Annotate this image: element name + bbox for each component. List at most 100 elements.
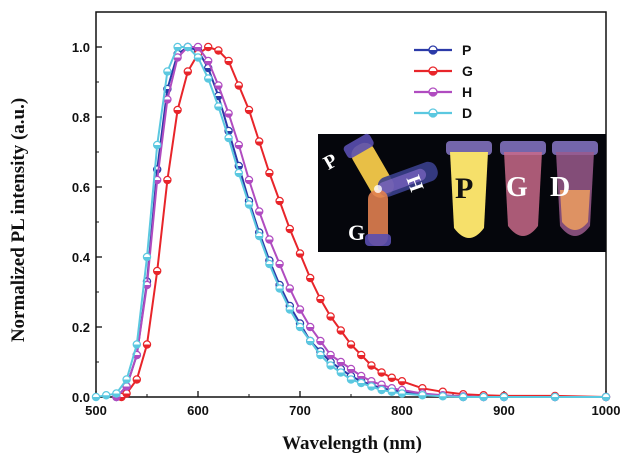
data-point-fill-d <box>225 138 233 142</box>
data-point-fill-h <box>163 99 171 104</box>
data-point-fill-g <box>123 393 131 398</box>
data-point-fill-d <box>102 395 110 399</box>
data-point-fill-d <box>255 236 263 240</box>
data-point-fill-d <box>194 57 202 62</box>
data-point-fill-d <box>378 390 386 394</box>
legend-label: G <box>462 63 473 79</box>
data-point-fill-h <box>245 180 253 184</box>
inset-right-cluster: P G D <box>446 141 598 238</box>
inset-label-d-right: D <box>550 172 570 203</box>
data-point-fill-g <box>265 173 273 177</box>
y-tick-label: 0.4 <box>72 250 91 265</box>
data-point-fill-d <box>357 383 365 387</box>
x-tick-label: 700 <box>289 403 311 418</box>
data-point-fill-h <box>327 355 335 359</box>
data-point-fill-h <box>276 264 284 268</box>
data-point-fill-h <box>143 285 151 289</box>
inset-label-p-right: P <box>455 172 473 205</box>
data-point-fill-d <box>112 393 120 398</box>
data-point-fill-d <box>184 47 192 51</box>
legend-item-h: H <box>414 84 472 100</box>
x-tick-label: 500 <box>85 403 107 418</box>
data-point-fill-h <box>214 85 222 90</box>
x-tick-label: 800 <box>391 403 413 418</box>
data-point-fill-g <box>327 316 335 321</box>
inset-photo: P H G P G D <box>318 133 606 252</box>
data-point-fill-g <box>255 141 263 146</box>
inset-label-g-right: G <box>506 172 528 203</box>
data-point-fill-d <box>306 341 314 345</box>
y-tick-label: 0.2 <box>72 320 90 335</box>
data-point-fill-g <box>347 344 355 349</box>
data-point-fill-h <box>337 362 345 366</box>
data-point-fill-d <box>367 386 375 391</box>
y-tick-label: 0.6 <box>72 180 90 195</box>
data-point-fill-g <box>163 180 171 184</box>
legend-item-p: P <box>414 42 471 58</box>
data-point-fill-g <box>184 71 192 76</box>
data-point-fill-h <box>194 47 202 51</box>
data-point-fill-d <box>480 397 488 401</box>
y-tick-label: 0.8 <box>72 110 90 125</box>
data-point-fill-g <box>306 278 314 282</box>
data-point-fill-h <box>153 180 161 184</box>
data-point-fill-d <box>316 355 324 359</box>
data-point-fill-h <box>347 369 355 373</box>
data-point-fill-p <box>204 68 212 72</box>
data-point-fill-g <box>286 229 294 233</box>
data-point-fill-d <box>174 47 182 51</box>
legend-label: D <box>462 105 472 121</box>
inset-label-g-left: G <box>348 220 365 245</box>
data-point-fill-g <box>133 379 141 384</box>
data-point-fill-d <box>337 372 345 377</box>
data-point-fill-g <box>378 372 386 377</box>
data-point-fill-g <box>357 355 365 359</box>
y-axis-title: Normalized PL intensity (a.u.) <box>8 98 29 342</box>
data-point-fill-h <box>357 376 365 380</box>
data-point-fill-g <box>245 110 253 114</box>
data-point-fill-d <box>276 288 284 293</box>
data-point-fill-d <box>500 397 508 401</box>
series-layer <box>91 42 611 402</box>
data-point-fill-h <box>306 327 314 331</box>
legend-swatch-fill <box>429 92 437 96</box>
data-point-fill-g <box>214 50 222 55</box>
x-axis-title: Wavelength (nm) <box>282 433 422 454</box>
x-tick-label: 1000 <box>592 403 621 418</box>
data-point-fill-d <box>92 397 100 401</box>
data-point-fill-h <box>204 61 212 65</box>
data-point-fill-g <box>153 271 161 275</box>
x-tick-label: 600 <box>187 403 209 418</box>
data-point-fill-d <box>235 173 243 177</box>
data-point-fill-d <box>551 397 559 401</box>
legend-item-d: D <box>414 105 472 121</box>
data-point-fill-h <box>225 113 233 118</box>
data-point-fill-h <box>133 355 141 359</box>
data-point-fill-g <box>235 85 243 90</box>
data-point-fill-d <box>245 204 253 209</box>
data-point-fill-g <box>174 110 182 114</box>
data-point-fill-g <box>337 330 345 335</box>
data-point-fill-d <box>153 145 161 149</box>
data-point-fill-h <box>265 239 273 244</box>
data-point-fill-d <box>327 365 335 370</box>
y-tick-label: 0.0 <box>72 390 90 405</box>
data-point-fill-g <box>204 47 212 51</box>
data-point-fill-h <box>112 397 120 401</box>
data-point-fill-d <box>286 309 294 314</box>
data-point-fill-h <box>174 57 182 62</box>
data-point-fill-g <box>296 253 304 258</box>
inset-label-h-left: H <box>402 173 428 196</box>
data-point-fill-h <box>286 288 294 293</box>
legend-swatch-fill <box>429 113 437 117</box>
data-point-fill-h <box>316 341 324 345</box>
data-point-fill-d <box>388 391 396 396</box>
data-point-fill-d <box>398 393 406 398</box>
data-point-fill-g <box>276 201 284 205</box>
data-point-fill-d <box>133 344 141 349</box>
data-point-fill-g <box>316 299 324 303</box>
data-point-fill-h <box>255 211 263 216</box>
data-point-fill-d <box>163 71 171 76</box>
data-point-fill-d <box>214 106 222 111</box>
